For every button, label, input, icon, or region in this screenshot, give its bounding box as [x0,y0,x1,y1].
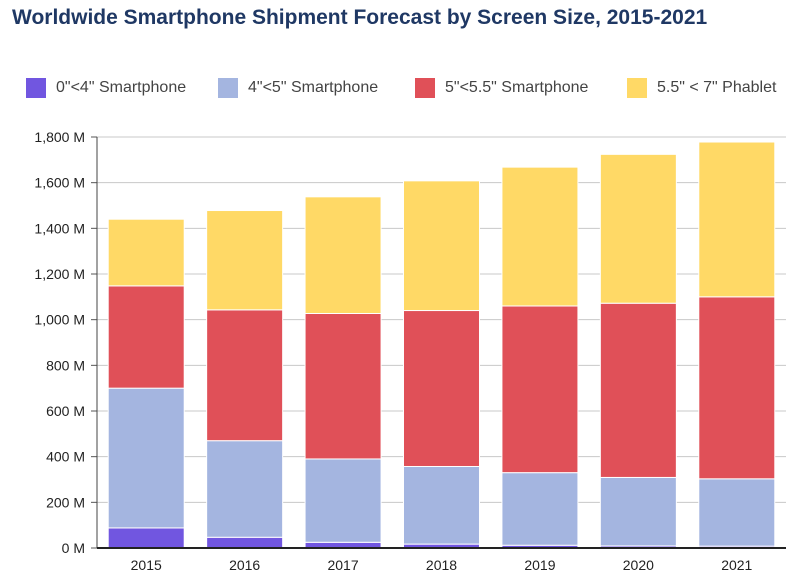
x-tick-label: 2015 [131,557,162,573]
legend-item-phablet[interactable]: 5.5" < 7" Phablet [627,78,776,98]
legend-swatch-5-55 [415,78,435,98]
y-tick-label: 1,800 M [34,129,85,145]
bar-segment-2020-s2[interactable] [599,302,677,478]
x-tick-label: 2016 [229,557,260,573]
bar-segment-2018-s2[interactable] [403,310,480,467]
bar-segment-2016-s1[interactable] [206,440,284,538]
bar-segment-2021-s2[interactable] [698,296,776,480]
bar-segment-2016-s2[interactable] [206,309,284,442]
y-tick-label: 1,200 M [34,266,85,282]
bar-segment-2017-s2[interactable] [304,313,382,460]
legend-item-0-4[interactable]: 0"<4" Smartphone [26,78,186,98]
y-tick-label: 200 M [46,494,85,510]
legend-label-phablet: 5.5" < 7" Phablet [657,79,777,96]
legend: 0"<4" Smartphone 4"<5" Smartphone 5"<5.5… [0,78,795,100]
bar-segment-2021-s1[interactable] [698,478,776,547]
bar-segment-2017-s1[interactable] [304,458,382,543]
bar-segment-2015-s0[interactable] [107,527,185,549]
legend-label-0-4: 0"<4" Smartphone [56,79,187,96]
bar-segment-2015-s1[interactable] [107,387,185,529]
x-tick-label: 2017 [327,557,358,573]
y-tick-label: 800 M [46,357,85,373]
x-tick-label: 2020 [623,557,654,573]
x-tick-label: 2018 [426,557,457,573]
x-axis-ticks: 2015 2016 2017 2018 2019 2020 2021 [131,557,753,573]
bars [107,141,776,549]
bar-segment-2021-s3[interactable] [698,141,776,298]
legend-label-4-5: 4"<5" Smartphone [248,79,379,96]
bar-segment-2016-s3[interactable] [206,210,284,311]
bar-segment-2017-s3[interactable] [304,196,382,315]
legend-swatch-4-5 [218,78,238,98]
y-axis-ticks: 0 M 200 M 400 M 600 M 800 M 1,000 M 1,200 M 1,4… [34,129,97,556]
x-tick-label: 2021 [721,557,752,573]
y-tick-label: 1,000 M [34,312,85,328]
chart-title: Worldwide Smartphone Shipment Forecast b… [12,6,708,29]
bar-segment-2019-s2[interactable] [501,305,579,474]
legend-item-5-55[interactable]: 5"<5.5" Smartphone [415,78,588,98]
y-tick-label: 400 M [46,449,85,465]
bar-segment-2020-s3[interactable] [599,153,677,304]
y-tick-label: 1,400 M [34,220,85,236]
bar-segment-2019-s1[interactable] [501,472,579,546]
legend-swatch-0-4 [26,78,46,98]
bar-segment-2019-s3[interactable] [501,166,579,307]
axes [96,137,786,549]
y-tick-label: 600 M [46,403,85,419]
bar-segment-2015-s3[interactable] [107,218,185,287]
x-tick-label: 2019 [524,557,555,573]
bar-segment-2016-s0[interactable] [206,536,284,549]
legend-swatch-phablet [627,78,647,98]
legend-item-4-5[interactable]: 4"<5" Smartphone [218,78,378,98]
bar-segment-2018-s3[interactable] [403,180,480,312]
legend-label-5-55: 5"<5.5" Smartphone [445,79,589,96]
y-tick-label: 0 M [62,540,85,556]
bar-segment-2018-s1[interactable] [403,465,480,545]
y-tick-label: 1,600 M [34,175,85,191]
bar-segment-2015-s2[interactable] [107,285,185,389]
bar-segment-2020-s1[interactable] [599,476,677,547]
